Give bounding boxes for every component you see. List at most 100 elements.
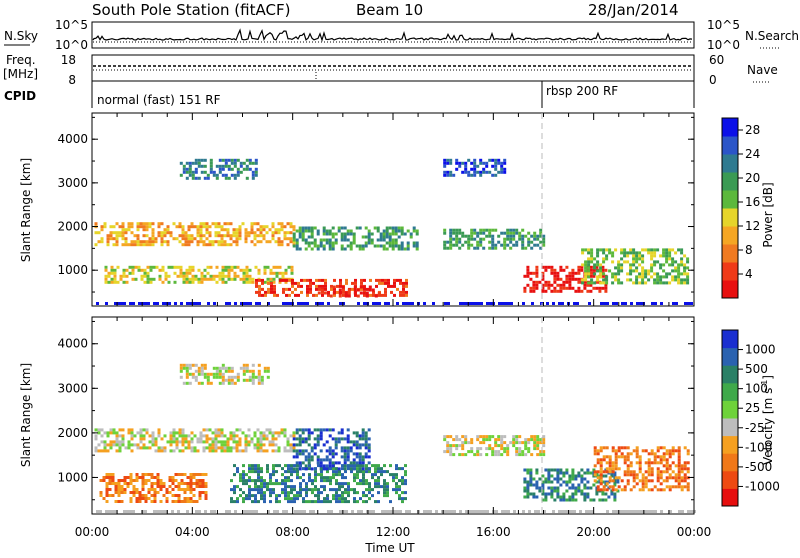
ground-echo-cell [387, 302, 390, 305]
echo-cell [596, 452, 600, 456]
echo-cell [536, 435, 540, 439]
echo-cell [275, 464, 278, 468]
echo-cell [191, 170, 195, 174]
echo-cell [214, 231, 218, 235]
echo-cell [406, 229, 410, 233]
echo-cell [247, 231, 251, 235]
echo-cell [647, 467, 651, 471]
echo-cell [340, 428, 344, 432]
ground-echo-cell [165, 302, 168, 305]
echo-cell [185, 381, 189, 385]
echo-cell [535, 265, 539, 269]
echo-cell [686, 467, 690, 471]
echo-cell [550, 474, 554, 478]
echo-cell [283, 225, 287, 229]
echo-cell [656, 476, 660, 480]
echo-cell [565, 286, 569, 290]
echo-cell [553, 289, 557, 293]
echo-cell [623, 458, 627, 462]
echo-cell [128, 271, 132, 275]
ground-echo-cell [327, 510, 330, 513]
echo-cell [309, 284, 312, 288]
echo-cell [638, 458, 642, 462]
echo-cell [183, 473, 187, 476]
echo-cell [265, 428, 269, 432]
echo-cell [304, 247, 308, 251]
echo-cell [134, 265, 138, 269]
echo-cell [255, 290, 258, 294]
echo-cell [272, 491, 275, 495]
echo-cell [108, 482, 112, 485]
echo-cell [224, 265, 228, 269]
echo-cell [287, 485, 290, 489]
echo-cell [290, 500, 293, 504]
echo-cell [200, 381, 204, 385]
echo-cell [596, 269, 600, 273]
echo-cell [344, 470, 347, 474]
echo-cell [665, 452, 669, 456]
echo-cell [659, 275, 663, 279]
echo-cell [315, 284, 318, 288]
echo-cell [536, 438, 540, 442]
echo-cell [248, 488, 251, 492]
echo-cell [130, 437, 134, 441]
echo-cell [596, 278, 600, 282]
echo-cell [205, 434, 209, 438]
ground-echo-cell [573, 302, 576, 305]
echo-cell [529, 477, 533, 481]
echo-cell [683, 278, 687, 282]
ground-echo-cell [477, 510, 480, 513]
echo-cell [644, 461, 648, 465]
echo-cell [189, 488, 193, 491]
echo-cell [268, 443, 272, 447]
echo-cell [188, 170, 192, 174]
echo-cell [224, 173, 228, 177]
echo-cell [215, 375, 219, 379]
ground-echo-cell [405, 510, 408, 513]
echo-cell [586, 480, 590, 484]
echo-cell [183, 488, 187, 491]
echo-cell [371, 494, 374, 498]
echo-cell [264, 293, 267, 297]
echo-cell [343, 226, 347, 230]
echo-cell [159, 488, 163, 491]
echo-cell [179, 363, 183, 367]
echo-cell [114, 491, 118, 494]
echo-cell [142, 446, 146, 450]
echo-cell [671, 260, 675, 264]
echo-cell [192, 482, 196, 485]
echo-cell [189, 476, 193, 479]
echo-cell [334, 446, 338, 450]
ground-echo-cell [543, 510, 546, 513]
echo-cell [135, 497, 139, 500]
echo-cell [665, 449, 669, 453]
echo-cell [412, 229, 416, 233]
echo-cell [186, 497, 190, 500]
echo-cell [500, 435, 504, 439]
echo-cell [611, 485, 615, 489]
ground-echo-cell [504, 510, 507, 513]
echo-cell [194, 274, 198, 278]
echo-cell [599, 479, 603, 483]
ground-echo-cell [384, 302, 387, 305]
echo-cell [215, 280, 219, 284]
echo-cell [400, 232, 404, 236]
echo-cell [322, 226, 326, 230]
echo-cell [108, 488, 112, 491]
echo-cell [326, 476, 329, 480]
echo-cell [476, 240, 480, 244]
echo-cell [130, 243, 134, 247]
echo-cell [395, 488, 398, 492]
echo-cell [683, 485, 687, 489]
echo-cell [319, 428, 323, 432]
echo-cell [127, 243, 131, 247]
echo-cell [314, 479, 317, 483]
echo-cell [674, 449, 678, 453]
echo-cell [301, 428, 305, 432]
echo-cell [281, 467, 284, 471]
echo-cell [398, 494, 401, 498]
echo-cell [284, 479, 287, 483]
echo-cell [383, 482, 386, 486]
echo-cell [209, 265, 213, 269]
ground-echo-cell [690, 510, 693, 513]
